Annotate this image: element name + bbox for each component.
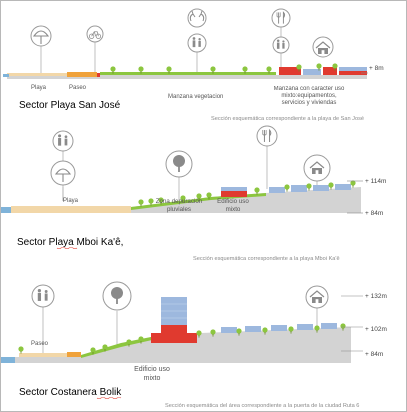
hands-icon	[187, 8, 207, 28]
level-marker: + 114m	[365, 178, 386, 185]
family-icon	[187, 33, 207, 53]
section-title: Sector Playa San José	[19, 100, 121, 111]
section-caption: Sección esquemática correspondiente a la…	[193, 256, 340, 262]
zone-label: Manzana con carácter uso mixto:equipamen…	[273, 86, 345, 106]
level-marker: + 132m	[365, 293, 387, 300]
house-icon	[305, 285, 329, 309]
section-title: Sector Costanera Bolik	[19, 387, 122, 398]
section-caption: Sección esquemática correspondiente a la…	[211, 116, 364, 122]
tree-icon	[102, 281, 132, 311]
bicycle-icon	[86, 25, 104, 43]
level-marker: + 84m	[365, 351, 383, 358]
zone-label: Paseo	[31, 341, 49, 347]
cutlery-icon	[271, 8, 291, 28]
level-marker: + 8m	[369, 65, 384, 72]
zone-label: Edificio uso mixto	[134, 366, 170, 382]
section-title: Sector Playa Mboi Ka'ê,	[17, 237, 123, 248]
zone-label: Playa	[31, 85, 47, 91]
level-marker: + 84m	[365, 210, 383, 217]
umbrella-icon	[30, 25, 52, 47]
zone-label: Zona depuración pluviales	[155, 198, 203, 213]
cutlery-icon	[256, 125, 278, 147]
section-san-jose: Playa Paseo Manzana vegetacion Manzana c…	[3, 8, 384, 122]
section-caption: Sección esquemática del área correspondi…	[165, 403, 359, 409]
house-icon	[303, 154, 331, 182]
zone-label: Manzana vegetacion	[168, 94, 223, 100]
tree-icon	[165, 150, 193, 178]
zone-label: Playa	[63, 198, 79, 204]
zone-label: Paseo	[69, 85, 87, 91]
level-marker: + 102m	[365, 326, 387, 333]
family-icon	[31, 284, 55, 308]
umbrella-icon	[50, 160, 76, 186]
house-icon	[312, 36, 334, 58]
family-icon	[52, 130, 74, 152]
family-icon	[272, 36, 290, 54]
section-mboi-kae: + 114m + 84m Playa Zona depuración pluvi…	[1, 125, 386, 262]
zone-label: Edificio uso mixto	[217, 198, 249, 213]
section-costanera-bolik: + 132m + 102m + 84m Paseo Edificio uso m…	[1, 281, 387, 409]
